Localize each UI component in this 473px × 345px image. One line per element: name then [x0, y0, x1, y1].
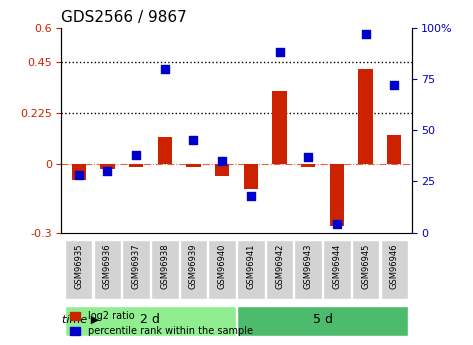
Text: GSM96944: GSM96944: [333, 244, 342, 289]
Bar: [272, 91, 287, 164]
Bar: [301, 164, 315, 167]
Bar: [215, 164, 229, 176]
Text: 5 d: 5 d: [313, 313, 333, 326]
Text: GSM96942: GSM96942: [275, 244, 284, 289]
Text: GSM96938: GSM96938: [160, 244, 169, 289]
FancyBboxPatch shape: [266, 240, 293, 299]
Point: [391, 82, 398, 88]
FancyBboxPatch shape: [151, 240, 178, 299]
Point: [104, 168, 111, 174]
Point: [219, 158, 226, 164]
Bar: [100, 164, 114, 169]
FancyBboxPatch shape: [237, 240, 264, 299]
FancyBboxPatch shape: [94, 240, 121, 299]
Bar: [244, 164, 258, 189]
Legend: log2 ratio, percentile rank within the sample: log2 ratio, percentile rank within the s…: [66, 307, 257, 340]
Point: [305, 154, 312, 159]
FancyBboxPatch shape: [380, 240, 408, 299]
Text: GSM96936: GSM96936: [103, 244, 112, 289]
Text: GSM96940: GSM96940: [218, 244, 227, 289]
FancyBboxPatch shape: [123, 240, 150, 299]
Text: GSM96941: GSM96941: [246, 244, 255, 289]
Point: [362, 31, 369, 37]
Text: time ▶: time ▶: [62, 315, 99, 325]
Bar: [158, 137, 172, 164]
Text: GSM96937: GSM96937: [131, 244, 140, 289]
Point: [190, 138, 197, 143]
Text: GSM96945: GSM96945: [361, 244, 370, 289]
Point: [75, 172, 82, 178]
Point: [132, 152, 140, 157]
FancyBboxPatch shape: [323, 240, 350, 299]
Point: [161, 66, 168, 71]
FancyBboxPatch shape: [65, 240, 93, 299]
FancyBboxPatch shape: [209, 240, 236, 299]
Text: GSM96943: GSM96943: [304, 244, 313, 289]
Point: [276, 49, 283, 55]
Bar: [387, 135, 402, 164]
Text: GSM96935: GSM96935: [74, 244, 83, 289]
FancyBboxPatch shape: [352, 240, 379, 299]
FancyBboxPatch shape: [65, 306, 236, 336]
Bar: [129, 164, 143, 167]
Text: 2 d: 2 d: [140, 313, 160, 326]
Text: GSM96939: GSM96939: [189, 244, 198, 289]
Text: GDS2566 / 9867: GDS2566 / 9867: [61, 10, 187, 25]
FancyBboxPatch shape: [237, 306, 408, 336]
Text: GSM96946: GSM96946: [390, 244, 399, 289]
FancyBboxPatch shape: [295, 240, 322, 299]
FancyBboxPatch shape: [180, 240, 207, 299]
Bar: [71, 164, 86, 180]
Bar: [359, 69, 373, 164]
Bar: [330, 164, 344, 226]
Point: [247, 193, 254, 198]
Point: [333, 222, 341, 227]
Bar: [186, 164, 201, 167]
